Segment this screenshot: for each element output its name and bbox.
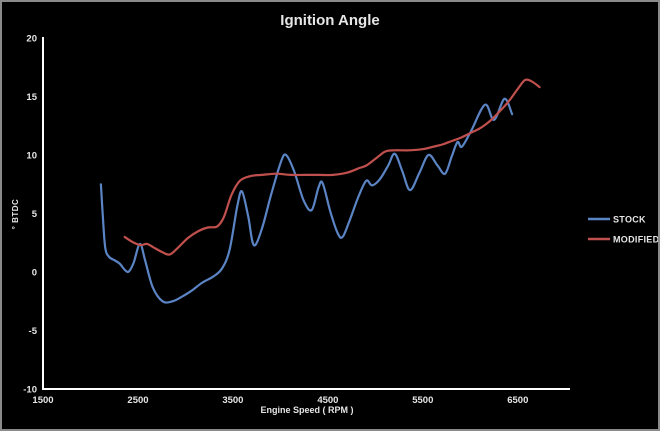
y-tick-label: 20 (26, 34, 37, 45)
x-tick-label: 6500 (507, 395, 528, 406)
series-lines (99, 78, 541, 304)
series-line-stock (99, 97, 514, 304)
y-tick-label: 15 (26, 92, 37, 103)
legend-label-stock: STOCK (613, 215, 646, 225)
chart-title: Ignition Angle (280, 12, 379, 29)
x-tick-label: 2500 (127, 395, 148, 406)
y-tick-label: -10 (23, 385, 37, 396)
legend-item-stock: STOCK (588, 215, 646, 225)
y-tick-label: 10 (26, 151, 37, 162)
x-tick-label: 1500 (32, 395, 53, 406)
x-tick-label: 4500 (317, 395, 338, 406)
y-tick-label: 5 (32, 209, 38, 220)
x-tick-label: 5500 (412, 395, 433, 406)
series-line-modified (123, 78, 541, 256)
y-tick-label: 0 (32, 268, 37, 279)
x-tick-label: 3500 (222, 395, 243, 406)
legend: STOCK MODIFIED (588, 215, 658, 245)
legend-label-modified: MODIFIED (613, 235, 658, 245)
legend-item-modified: MODIFIED (588, 235, 658, 245)
y-axis-title: ° BTDC (11, 199, 20, 230)
x-axis-title: Engine Speed ( RPM ) (260, 405, 353, 415)
y-tick-label: -5 (29, 326, 38, 337)
